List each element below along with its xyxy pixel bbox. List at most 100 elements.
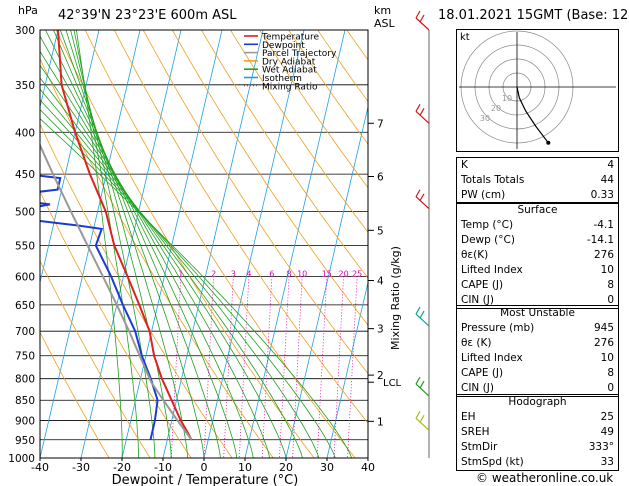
wet-adiabat-line [70,30,156,458]
legend-label: Parcel Trajectory [262,49,337,59]
legend-label: Dewpoint [262,41,305,51]
table-row: PW (cm) 0.33 [457,188,618,203]
wet-adiabat-line [40,35,238,458]
mixing-ratio-line [316,276,328,458]
row-value: 44 [600,174,614,186]
table-row: Lifted Index 10 [457,263,618,278]
row-value: 10 [600,352,614,364]
table-row: CIN (J) 0 [457,381,618,396]
indices-table: K 4 Totals Totals 44 PW (cm) 0.33 [456,157,619,204]
isotherm-line [326,280,368,458]
row-label: K [461,159,468,171]
km-tick-label: 7 [377,118,384,130]
wet-adiabat-line [76,30,123,458]
x-tick-label: -20 [113,461,131,474]
isotherm-line [40,30,141,458]
km-tick-label: 6 [377,172,384,184]
isotherm-line [40,30,100,285]
mixing-ratio-line [347,276,358,458]
row-label: EH [461,411,476,423]
wind-barb [415,17,430,31]
table-row: CIN (J) 0 [457,293,618,308]
wet-adiabat-line [40,109,336,458]
dry-adiabat-line [201,30,368,279]
table-row: Lifted Index 10 [457,351,618,366]
pressure-tick-label: 900 [15,416,35,428]
pressure-tick-label: 450 [15,169,35,181]
hodograph-ring-label: 10 [502,94,512,103]
mixing-ratio-label: 25 [352,269,362,278]
surface-table: Surface Temp (°C) -4.1 Dewp (°C) -14.1 θε(K)… [456,202,619,309]
pressure-tick-label: 750 [15,351,35,363]
table-row: StmDir 333° [457,440,618,455]
km-tick-label: 2 [377,370,384,382]
dry-adiabat-line [142,30,368,375]
asl-label: ASL [374,17,395,30]
pressure-tick-label: 950 [15,435,35,447]
table-row: Temp (°C) -4.1 [457,218,618,233]
hodograph-table-title: Hodograph [508,396,567,408]
km-unit-label: km [374,4,392,17]
wind-barb-flag [419,193,425,202]
row-value: 333° [588,441,614,453]
wind-barb-flag [415,10,421,19]
mixing-ratio-line [333,276,344,458]
x-axis-title: Dewpoint / Temperature (°C) [112,473,299,486]
dry-adiabat-line [55,30,315,458]
wet-adiabat-line [40,88,303,458]
row-label: CIN (J) [461,294,494,306]
row-label: Temp (°C) [461,219,514,231]
row-value: -14.1 [586,234,614,246]
row-label: θε (K) [461,337,492,349]
row-label: θε(K) [461,249,489,261]
table-row: Pressure (mb) 945 [457,321,618,336]
wind-barb-flag [415,376,421,385]
dry-adiabat-line [113,30,368,424]
x-tick-label: 10 [238,461,252,474]
mixing-ratio-label: 6 [269,269,274,278]
mixing-ratio-line [203,276,215,458]
mixing-ratio-axis-label: Mixing Ratio (g/kg) [389,246,402,350]
legend-label: Dry Adiabat [262,57,316,67]
datetime-title: 18.01.2021 15GMT (Base: 12) [438,8,629,23]
hodograph-ring-label: 20 [491,104,501,113]
dry-adiabat-line [84,30,356,458]
row-label: Dewp (°C) [461,234,515,246]
mixing-ratio-label: 15 [322,269,332,278]
hpa-unit-label: hPa [18,4,38,17]
pressure-tick-label: 500 [15,207,35,219]
table-row: θε (K) 276 [457,336,618,351]
row-value: 49 [600,426,614,438]
row-value: 276 [593,249,614,261]
mixing-ratio-line [238,276,250,458]
location-title: 42°39'N 23°23'E 600m ASL [58,8,237,23]
mixing-ratio-label: 8 [287,269,292,278]
row-value: 276 [593,337,614,349]
temperature-profile [57,30,193,441]
table-row: CAPE (J) 8 [457,278,618,293]
dry-adiabat-line [172,30,368,326]
row-label: Lifted Index [461,352,523,364]
dry-adiabat-line [259,30,368,189]
row-value: 25 [600,411,614,423]
wet-adiabat-line [40,118,352,458]
isotherm-line [244,30,346,458]
row-label: SREH [461,426,490,438]
hodograph-frame [456,29,619,152]
row-value: 945 [593,322,614,334]
row-value: 8 [607,279,614,291]
hodograph-ring-label: 30 [480,114,490,123]
wet-adiabat-line [40,77,287,458]
pressure-tick-label: 650 [15,300,35,312]
pressure-tick-label: 550 [15,240,35,252]
mixing-ratio-line [170,276,182,458]
wet-adiabat-line [40,64,270,458]
wind-barb-flag [415,103,421,112]
isotherm-line [162,30,264,458]
table-row: SREH 49 [457,425,618,440]
wind-barb-flag [419,107,425,116]
mixing-ratio-label: 2 [211,269,216,278]
legend-label: Wet Adiabat [262,66,317,76]
wind-barb-flag [415,410,421,419]
